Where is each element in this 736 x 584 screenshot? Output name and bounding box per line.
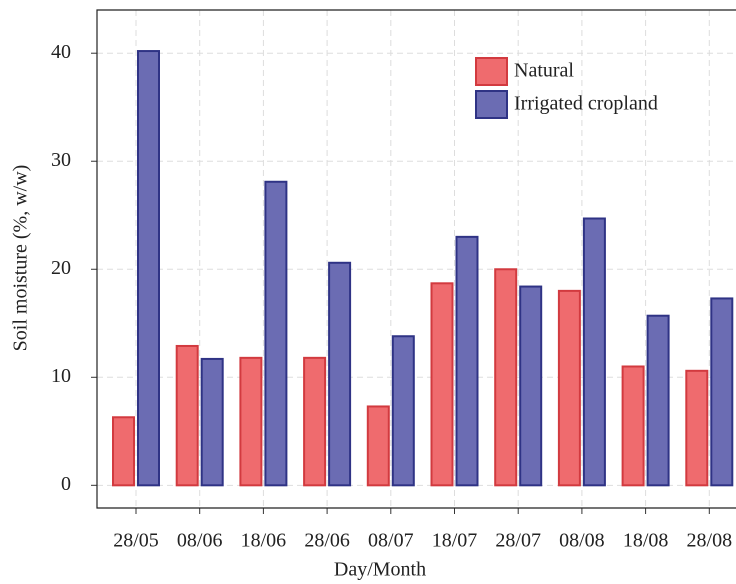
x-tick-label: 18/07 bbox=[432, 530, 478, 552]
bar bbox=[175, 344, 199, 487]
bar bbox=[455, 235, 479, 487]
x-tick-label: 08/08 bbox=[559, 530, 605, 552]
bar bbox=[200, 357, 224, 487]
y-tick-label: 10 bbox=[51, 365, 71, 387]
legend-label: Natural bbox=[514, 60, 574, 82]
bar bbox=[710, 297, 734, 487]
bar bbox=[621, 365, 645, 487]
x-tick-label: 28/05 bbox=[113, 530, 159, 552]
x-tick-label: 28/06 bbox=[304, 530, 350, 552]
x-tick-label: 18/06 bbox=[241, 530, 287, 552]
bar bbox=[264, 180, 288, 487]
y-axis-label: Soil moisture (%, w/w) bbox=[10, 165, 32, 352]
x-tick-label: 28/08 bbox=[687, 530, 733, 552]
bar bbox=[430, 282, 454, 487]
bar bbox=[646, 314, 670, 487]
bar bbox=[557, 289, 581, 487]
x-tick-label: 08/06 bbox=[177, 530, 223, 552]
bar bbox=[328, 261, 352, 487]
x-axis-label: Day/Month bbox=[334, 559, 426, 581]
legend-swatch bbox=[475, 57, 508, 86]
y-tick-label: 40 bbox=[51, 41, 71, 63]
x-tick-label: 08/07 bbox=[368, 530, 414, 552]
y-tick-label: 30 bbox=[51, 149, 71, 171]
bar bbox=[137, 50, 160, 487]
bar bbox=[239, 356, 263, 487]
y-tick-label: 0 bbox=[61, 473, 71, 495]
bar bbox=[391, 335, 415, 487]
bar bbox=[685, 369, 709, 487]
legend-swatch bbox=[475, 90, 508, 119]
y-tick-label: 20 bbox=[51, 257, 71, 279]
bar bbox=[366, 405, 390, 487]
bar bbox=[112, 416, 135, 487]
bar bbox=[303, 356, 327, 487]
bar bbox=[582, 217, 606, 487]
bar bbox=[519, 285, 543, 487]
x-tick-label: 18/08 bbox=[623, 530, 669, 552]
plot-frame bbox=[96, 9, 736, 509]
legend-label: Irrigated cropland bbox=[514, 93, 658, 115]
x-tick-label: 28/07 bbox=[495, 530, 541, 552]
bar bbox=[494, 268, 518, 487]
